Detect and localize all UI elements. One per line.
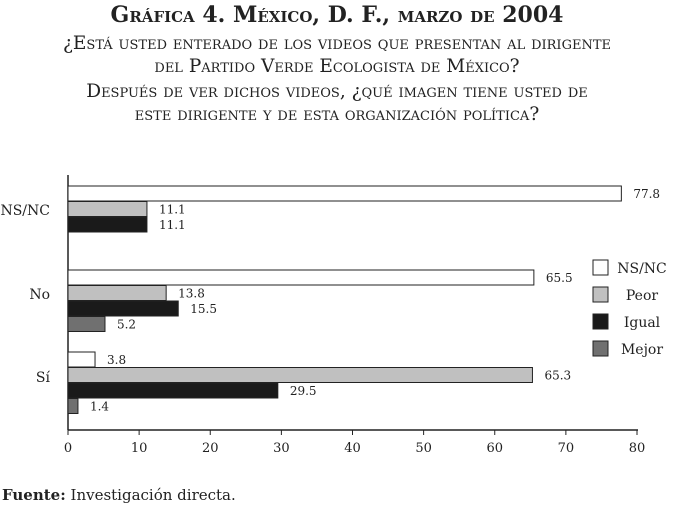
legend-swatch-3: [592, 340, 609, 357]
legend-label-1: Peor: [626, 288, 659, 304]
legend-label-2: Igual: [624, 315, 661, 331]
x-tick-label-1: 10: [131, 441, 148, 456]
x-tick-label-2: 20: [202, 441, 219, 456]
legend-swatch-1: [592, 286, 609, 303]
bar-2-0: [67, 351, 96, 368]
category-label-0: NS/NC: [0, 203, 50, 219]
legend-swatch-2: [592, 313, 609, 330]
data-label-0-0: 77.8: [633, 187, 660, 201]
data-label-2-2: 29.5: [290, 384, 317, 398]
bar-1-0: [67, 269, 535, 286]
x-tick-label-8: 80: [629, 441, 646, 456]
source-label: Fuente:: [2, 486, 66, 504]
bar-chart: 0 10 20 30 40 50 60 70 80 NS/NC 77.8 11.111.1 No 65.5…: [0, 175, 667, 456]
data-label-1-0: 65.5: [546, 271, 573, 285]
source-text: Investigación directa.: [65, 486, 236, 504]
chart-title: Gráfica 4. México, D. F., marzo de 2004: [110, 2, 564, 28]
data-label-2-1: 65.3: [544, 369, 571, 383]
legend-label-0: NS/NC: [617, 261, 667, 277]
x-tick-label-3: 30: [273, 441, 290, 456]
legend-swatch-0: [592, 259, 609, 276]
data-label-2-3: 1.4: [90, 400, 109, 414]
bar-2-1: [67, 367, 533, 383]
data-label-1-1: 13.8: [178, 287, 205, 301]
data-label-1-3: 5.2: [117, 318, 136, 332]
x-tick-label-4: 40: [344, 441, 361, 456]
bar-1-3: [67, 316, 106, 332]
data-label-0-2: 11.1: [159, 218, 186, 232]
category-label-2: Sí: [36, 370, 51, 386]
legend-label-3: Mejor: [621, 342, 663, 358]
bar-1-1: [67, 285, 167, 301]
chart-subtitle-line-1: ¿Está usted enterado de los videos que p…: [63, 33, 611, 54]
bar-0-1: [67, 201, 148, 217]
chart-subtitle-line-3: Después de ver dichos videos, ¿qué image…: [86, 81, 588, 102]
x-tick-label-5: 50: [415, 441, 432, 456]
bar-0-2: [67, 216, 148, 233]
bar-2-2: [67, 382, 279, 399]
chart-subtitle-line-2: del Partido Verde Ecologista de México?: [154, 56, 520, 77]
bar-0-0: [67, 185, 622, 202]
x-tick-label-7: 70: [558, 441, 575, 456]
data-label-0-1: 11.1: [159, 203, 186, 217]
x-tick-label-6: 60: [486, 441, 503, 456]
category-label-1: No: [29, 287, 50, 303]
chart-subtitle-line-4: este dirigente y de esta organización po…: [134, 104, 540, 125]
bar-2-3: [67, 398, 79, 414]
source-note: Fuente: Investigación directa.: [2, 486, 236, 504]
data-label-2-0: 3.8: [107, 353, 126, 367]
bar-1-2: [67, 300, 179, 317]
x-tick-label-0: 0: [64, 441, 72, 456]
data-label-1-2: 15.5: [190, 302, 217, 316]
